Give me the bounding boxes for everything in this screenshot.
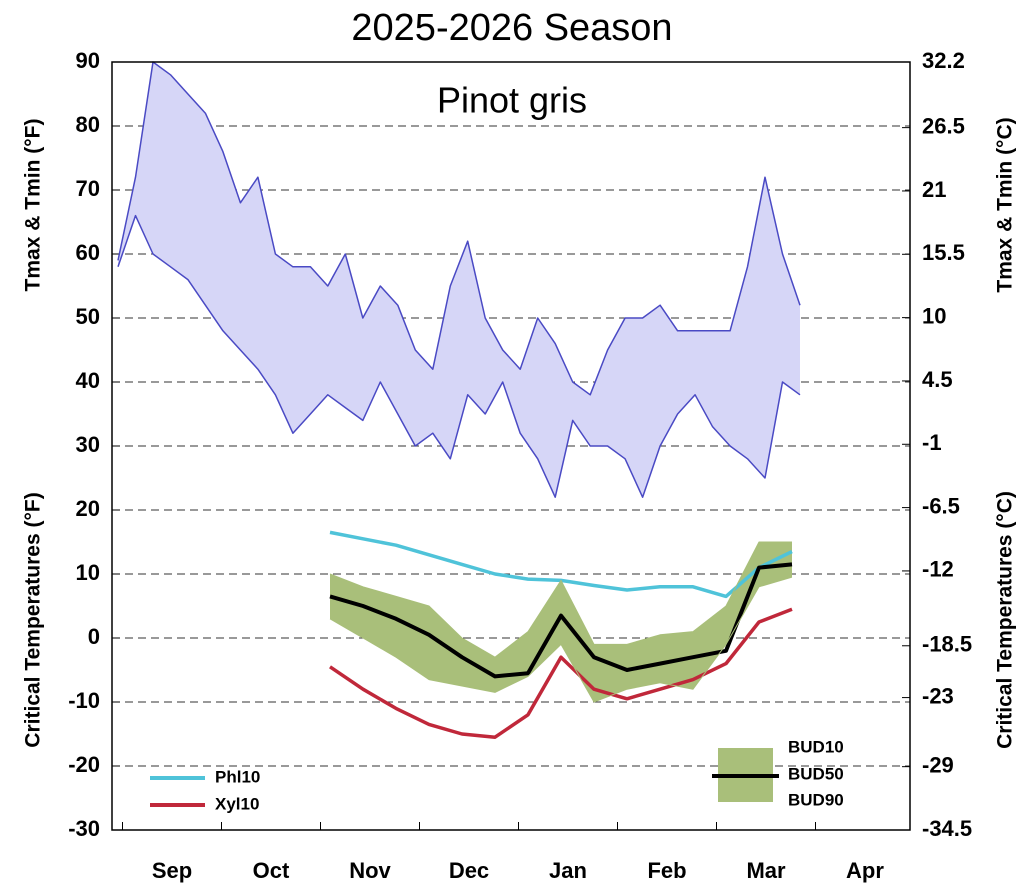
legend-label: Phl10 [215, 767, 260, 786]
chart-title: 2025-2026 Season [351, 7, 672, 49]
y-axis-title: Critical Temperatures (°F) [22, 492, 45, 747]
y2-tick-label: 21 [922, 177, 946, 202]
y2-tick-label: -12 [922, 557, 954, 582]
legend-label: BUD90 [788, 790, 844, 809]
y-tick-label: 80 [76, 112, 100, 137]
x-tick-label: Oct [253, 858, 290, 883]
y2-tick-label: -23 [922, 683, 954, 708]
y-tick-label: -20 [68, 752, 100, 777]
legend-label: BUD50 [788, 764, 844, 783]
y-tick-label: 60 [76, 240, 100, 265]
series-line [117, 214, 801, 498]
y2-tick-label: -18.5 [922, 632, 972, 657]
y2-tick-label: 26.5 [922, 113, 965, 138]
y-tick-label: 50 [76, 304, 100, 329]
y-axis-title: Tmax & Tmin (°F) [22, 119, 45, 292]
y2-tick-label: -6.5 [922, 493, 960, 518]
x-tick-label: Dec [449, 858, 489, 883]
series-line [117, 61, 801, 396]
x-tick-label: Apr [846, 858, 884, 883]
x-tick-label: Feb [647, 858, 686, 883]
y2-tick-label: -34.5 [922, 816, 972, 841]
y2-tick-label: -1 [922, 430, 942, 455]
y-tick-label: 90 [76, 48, 100, 73]
x-tick-label: Mar [746, 858, 786, 883]
y-tick-label: 10 [76, 560, 100, 585]
y2-tick-label: 4.5 [922, 367, 953, 392]
y2-tick-label: -29 [922, 752, 954, 777]
series-line [329, 607, 793, 739]
plot-frame [111, 61, 911, 831]
y2-axis-title: Critical Temperatures (°C) [994, 491, 1017, 749]
legend-label: Xyl10 [215, 794, 259, 813]
annotation: Pinot gris [437, 80, 587, 121]
x-tick-label: Nov [349, 858, 391, 883]
y2-tick-label: 15.5 [922, 240, 965, 265]
y2-tick-label: 32.2 [922, 48, 965, 73]
y-tick-label: -30 [68, 816, 100, 841]
y-tick-label: 30 [76, 432, 100, 457]
series-line [329, 541, 792, 658]
x-tick-label: Sep [152, 858, 192, 883]
series-line [329, 562, 793, 679]
legend-label: BUD10 [788, 737, 844, 756]
temperature-range [118, 62, 800, 498]
series-line [329, 576, 793, 703]
x-tick-label: Jan [549, 858, 587, 883]
y-tick-label: 70 [76, 176, 100, 201]
y2-axis-title: Tmax & Tmin (°C) [994, 117, 1017, 292]
y-tick-label: 20 [76, 496, 100, 521]
y-tick-label: 40 [76, 368, 100, 393]
y-tick-label: -10 [68, 688, 100, 713]
y2-tick-label: 10 [922, 303, 946, 328]
y-tick-label: 0 [88, 624, 100, 649]
